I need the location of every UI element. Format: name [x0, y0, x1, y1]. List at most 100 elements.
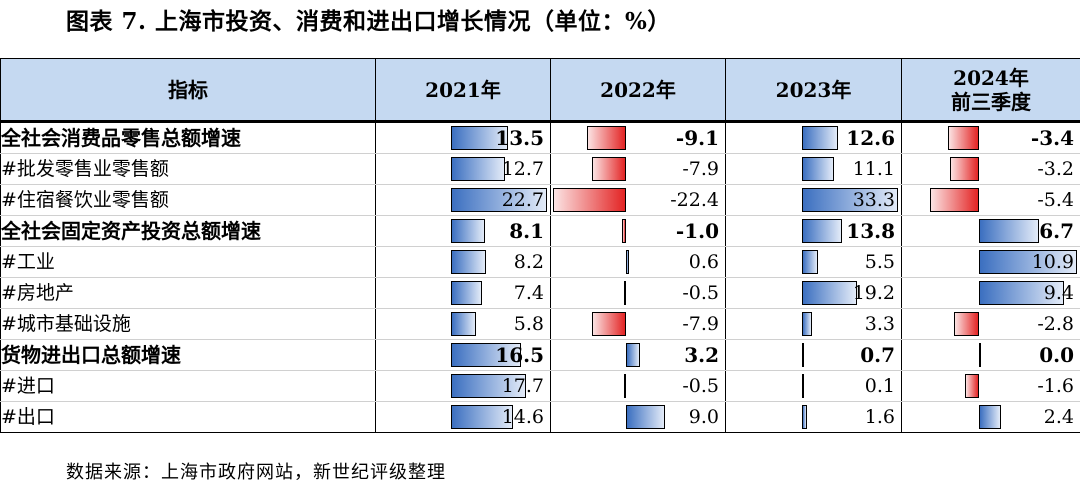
value-number: -2.8	[1037, 313, 1074, 335]
positive-data-bar	[802, 312, 812, 336]
negative-data-bar	[950, 157, 979, 181]
negative-data-bar	[954, 312, 979, 336]
negative-data-bar	[965, 374, 979, 398]
table-row: #工业 8.2 0.6 5.5 10.9	[0, 246, 1080, 278]
value-number: 33.3	[852, 189, 895, 211]
table-row: #房地产 7.4 -0.5 19.2 9.4	[0, 277, 1080, 309]
positive-data-bar	[802, 250, 818, 274]
value-number: 11.1	[852, 158, 895, 180]
value-cell-2021: 5.8	[375, 308, 551, 340]
row-label: #批发零售业零售额	[0, 153, 376, 185]
value-cell-2024: -2.8	[901, 308, 1080, 340]
value-cell-2024: 6.7	[901, 215, 1080, 247]
value-cell-2023: 0.1	[725, 370, 902, 402]
value-number: 1.6	[864, 406, 895, 428]
value-number: 9.0	[688, 406, 719, 428]
row-label: #房地产	[0, 277, 376, 309]
row-label: #进口	[0, 370, 376, 402]
positive-data-bar	[451, 157, 505, 181]
value-number: 7.4	[513, 282, 544, 304]
header-indicator: 指标	[0, 58, 376, 122]
value-number: 0.1	[864, 375, 895, 397]
positive-data-bar	[979, 219, 1039, 243]
value-number: 5.8	[513, 313, 544, 335]
value-number: 19.2	[852, 282, 895, 304]
value-cell-2023: 0.7	[725, 339, 902, 371]
value-number: 8.2	[513, 251, 544, 273]
header-2022: 2022年	[550, 58, 726, 122]
value-cell-2021: 13.5	[375, 121, 551, 154]
value-number: -7.9	[682, 158, 719, 180]
value-number: 0.7	[860, 343, 895, 367]
negative-data-bar	[592, 157, 626, 181]
value-cell-2021: 8.2	[375, 246, 551, 278]
negative-data-bar	[624, 374, 626, 398]
value-cell-2024: 9.4	[901, 277, 1080, 309]
value-cell-2024: -1.6	[901, 370, 1080, 402]
row-label: #城市基础设施	[0, 308, 376, 340]
value-number: 0.6	[688, 251, 719, 273]
negative-data-bar	[624, 281, 626, 305]
row-label: #工业	[0, 246, 376, 278]
row-label: 货物进出口总额增速	[0, 339, 376, 371]
negative-data-bar	[622, 219, 626, 243]
value-cell-2022: -7.9	[550, 153, 726, 185]
value-number: -1.0	[675, 219, 719, 243]
value-cell-2023: 13.8	[725, 215, 902, 247]
value-number: -5.4	[1037, 189, 1074, 211]
header-2024-period: 前三季度	[951, 89, 1031, 114]
value-number: 0.0	[1039, 343, 1074, 367]
value-number: 8.1	[509, 219, 544, 243]
row-label: #住宿餐饮业零售额	[0, 184, 376, 216]
value-number: -3.4	[1030, 126, 1074, 150]
value-number: 10.9	[1031, 251, 1074, 273]
positive-data-bar	[802, 405, 807, 429]
positive-data-bar	[979, 343, 981, 367]
positive-data-bar	[802, 157, 834, 181]
positive-data-bar	[802, 343, 804, 367]
value-cell-2022: -0.5	[550, 370, 726, 402]
positive-data-bar	[451, 250, 486, 274]
positive-data-bar	[451, 405, 513, 429]
negative-data-bar	[592, 312, 626, 336]
value-cell-2022: 9.0	[550, 401, 726, 433]
value-number: 3.2	[684, 343, 719, 367]
figure-title: 图表 7. 上海市投资、消费和进出口增长情况（单位：%）	[66, 8, 671, 35]
value-cell-2022: -7.9	[550, 308, 726, 340]
positive-data-bar	[802, 219, 842, 243]
header-2024-year: 2024年	[953, 65, 1029, 90]
value-number: 9.4	[1043, 282, 1074, 304]
value-cell-2021: 22.7	[375, 184, 551, 216]
value-cell-2021: 7.4	[375, 277, 551, 309]
negative-data-bar	[930, 188, 979, 212]
value-number: 16.5	[495, 343, 544, 367]
value-cell-2024: 10.9	[901, 246, 1080, 278]
value-cell-2024: -3.2	[901, 153, 1080, 185]
positive-data-bar	[451, 343, 521, 367]
value-cell-2021: 14.6	[375, 401, 551, 433]
value-number: 5.5	[864, 251, 895, 273]
value-cell-2023: 1.6	[725, 401, 902, 433]
positive-data-bar	[626, 250, 629, 274]
table-row: #城市基础设施 5.8 -7.9 3.3 -2.8	[0, 308, 1080, 340]
positive-data-bar	[626, 343, 640, 367]
value-cell-2021: 17.7	[375, 370, 551, 402]
positive-data-bar	[979, 250, 1077, 274]
positive-data-bar	[802, 281, 857, 305]
header-2021: 2021年	[375, 58, 551, 122]
table-header: 指标 2021年 2022年 2023年 2024年 前三季度	[0, 58, 1080, 122]
positive-data-bar	[626, 405, 665, 429]
value-number: 17.7	[501, 375, 544, 397]
value-cell-2021: 8.1	[375, 215, 551, 247]
positive-data-bar	[979, 281, 1064, 305]
positive-data-bar	[802, 374, 804, 398]
positive-data-bar	[979, 405, 1001, 429]
value-number: -3.2	[1037, 158, 1074, 180]
value-cell-2022: -22.4	[550, 184, 726, 216]
value-number: -7.9	[682, 313, 719, 335]
value-cell-2021: 16.5	[375, 339, 551, 371]
value-cell-2022: 3.2	[550, 339, 726, 371]
positive-data-bar	[802, 188, 898, 212]
table-row: #出口 14.6 9.0 1.6 2.4	[0, 401, 1080, 433]
value-cell-2022: 0.6	[550, 246, 726, 278]
